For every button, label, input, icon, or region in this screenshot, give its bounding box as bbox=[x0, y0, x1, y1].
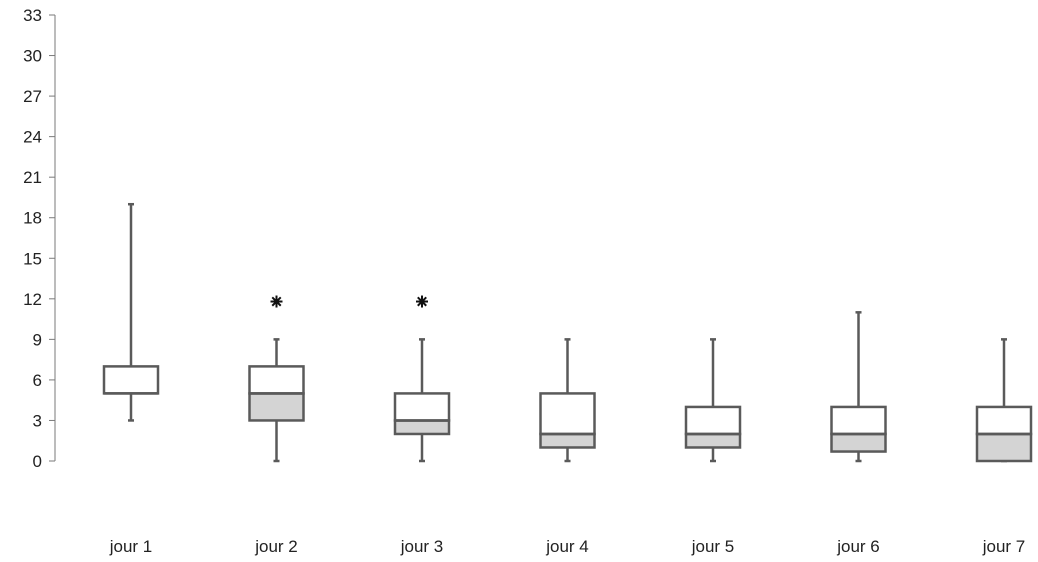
y-tick-label: 18 bbox=[23, 209, 42, 228]
y-tick-label: 30 bbox=[23, 47, 42, 66]
box-lower bbox=[539, 432, 596, 449]
box-lower bbox=[248, 392, 305, 422]
y-tick-label: 21 bbox=[23, 168, 42, 187]
y-tick-label: 9 bbox=[33, 330, 42, 349]
box-lower bbox=[975, 432, 1033, 463]
outlier-star-stroke bbox=[271, 296, 282, 307]
x-tick-label: jour 5 bbox=[691, 537, 735, 556]
x-tick-label: jour 4 bbox=[545, 537, 589, 556]
box-upper bbox=[102, 365, 160, 395]
y-tick-label: 15 bbox=[23, 249, 42, 268]
y-tick-label: 24 bbox=[23, 128, 42, 147]
box-lower bbox=[393, 419, 451, 436]
x-tick-label: jour 2 bbox=[254, 537, 298, 556]
box-upper bbox=[830, 405, 887, 436]
x-tick-label: jour 1 bbox=[109, 537, 153, 556]
outlier-star-stroke bbox=[417, 296, 427, 307]
box-upper bbox=[248, 365, 305, 395]
x-tick-label: jour 6 bbox=[836, 537, 880, 556]
y-tick-label: 12 bbox=[23, 290, 42, 309]
box-upper bbox=[684, 405, 742, 436]
x-tick-label: jour 7 bbox=[982, 537, 1026, 556]
y-tick-label: 33 bbox=[23, 6, 42, 25]
x-tick-label: jour 3 bbox=[400, 537, 444, 556]
box-upper bbox=[393, 392, 451, 422]
y-tick-label: 27 bbox=[23, 87, 42, 106]
outlier-point bbox=[416, 295, 428, 308]
y-tick-label: 6 bbox=[33, 371, 42, 390]
y-tick-label: 3 bbox=[33, 411, 42, 430]
box-upper bbox=[539, 392, 596, 436]
y-tick-label: 0 bbox=[33, 452, 42, 471]
box-lower bbox=[830, 432, 887, 453]
box-upper bbox=[975, 405, 1033, 436]
outlier-point bbox=[270, 295, 283, 308]
box-lower bbox=[684, 432, 742, 449]
